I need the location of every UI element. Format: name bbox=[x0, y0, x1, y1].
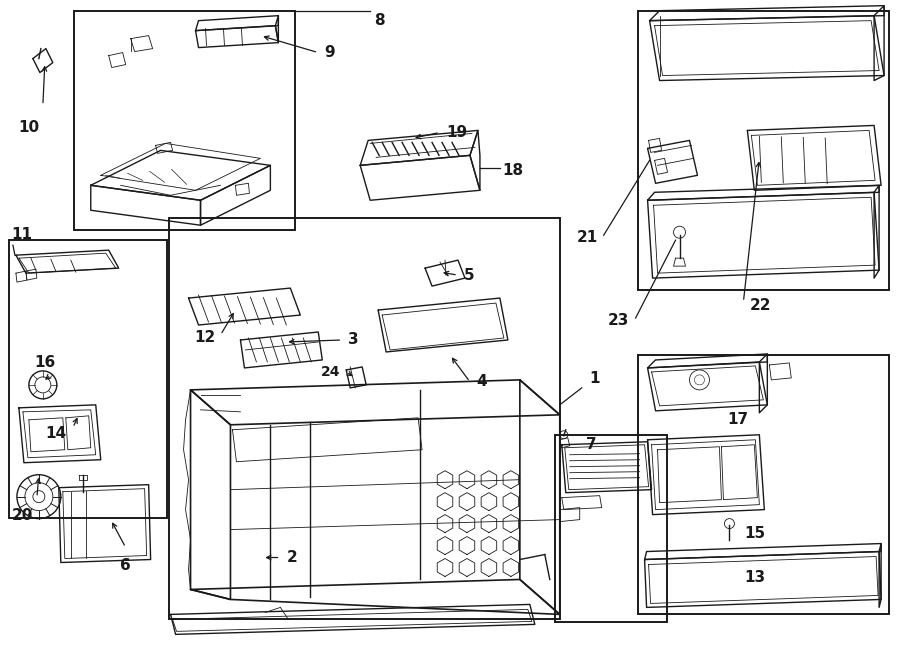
Text: 18: 18 bbox=[502, 163, 523, 178]
Bar bbox=[637, 355, 889, 615]
Text: 9: 9 bbox=[324, 45, 335, 60]
Bar bbox=[9, 240, 166, 518]
Text: 22: 22 bbox=[750, 297, 771, 313]
Bar bbox=[168, 218, 560, 619]
Text: 6: 6 bbox=[121, 557, 131, 572]
Bar bbox=[74, 11, 295, 230]
Text: 8: 8 bbox=[374, 13, 385, 28]
Bar bbox=[554, 435, 667, 623]
Text: 24: 24 bbox=[320, 365, 340, 379]
Text: 21: 21 bbox=[576, 229, 598, 245]
Text: 2: 2 bbox=[286, 550, 297, 565]
Text: 16: 16 bbox=[34, 355, 56, 370]
Text: 20: 20 bbox=[13, 508, 33, 523]
Text: 1: 1 bbox=[590, 371, 600, 386]
Text: 5: 5 bbox=[464, 268, 474, 283]
Text: 11: 11 bbox=[11, 227, 32, 242]
Text: 12: 12 bbox=[194, 330, 215, 346]
Text: 10: 10 bbox=[18, 120, 40, 136]
Text: 17: 17 bbox=[727, 412, 748, 427]
Text: 4: 4 bbox=[476, 374, 487, 389]
Text: 14: 14 bbox=[46, 426, 67, 442]
Bar bbox=[637, 11, 889, 290]
Text: 3: 3 bbox=[348, 332, 359, 348]
Text: 7: 7 bbox=[587, 437, 597, 451]
Text: 23: 23 bbox=[608, 313, 630, 327]
Text: 13: 13 bbox=[745, 570, 766, 586]
Text: 19: 19 bbox=[446, 125, 467, 140]
Text: 15: 15 bbox=[745, 525, 766, 541]
